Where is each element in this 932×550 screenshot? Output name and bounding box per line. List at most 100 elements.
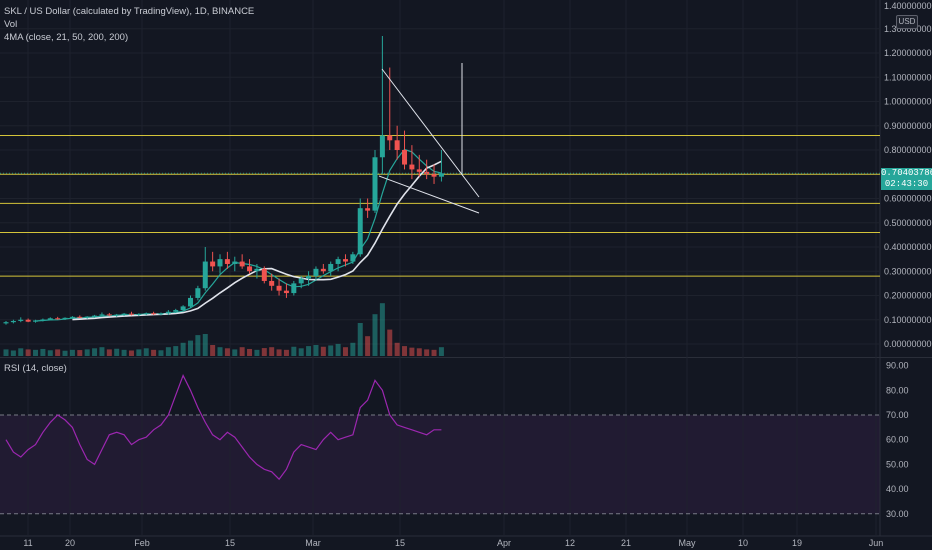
- ma-legend[interactable]: 4MA (close, 21, 50, 200, 200): [4, 32, 129, 43]
- volume-bar: [320, 346, 326, 356]
- volume-bar: [40, 348, 46, 356]
- symbol-legend[interactable]: SKL / US Dollar (calculated by TradingVi…: [4, 6, 255, 17]
- volume-bar: [25, 349, 31, 356]
- volume-bar: [394, 342, 400, 356]
- volume-bar: [342, 347, 348, 356]
- rsi-legend[interactable]: RSI (14, close): [4, 363, 67, 374]
- volume-bar: [239, 347, 245, 356]
- candle-body: [99, 314, 105, 316]
- currency-badge[interactable]: USD: [896, 15, 918, 29]
- candle-body: [431, 174, 437, 177]
- volume-bar: [335, 343, 341, 356]
- volume-bar: [217, 347, 223, 356]
- volume-bar: [62, 350, 68, 356]
- candle-body: [3, 322, 9, 324]
- candle-body: [173, 310, 179, 312]
- volume-bar: [151, 349, 157, 356]
- ma-21-line: [35, 148, 442, 322]
- candle-body: [394, 140, 400, 150]
- candle-body: [25, 319, 31, 322]
- time-tick-label: 21: [621, 538, 631, 548]
- volume-bar: [365, 336, 371, 356]
- time-tick-label: 15: [395, 538, 405, 548]
- volume-bar: [210, 345, 216, 356]
- volume-bar: [47, 350, 53, 356]
- time-tick-label: 15: [225, 538, 235, 548]
- current-price-label: 0.70403786 02:43:30: [881, 168, 932, 190]
- volume-bar: [409, 347, 415, 356]
- candle-body: [409, 164, 415, 170]
- volume-bar: [276, 349, 282, 356]
- volume-bar: [128, 350, 134, 356]
- candle-body: [217, 259, 223, 267]
- bar-countdown: 02:43:30: [884, 179, 929, 189]
- rsi-tick-label: 60.00: [886, 435, 909, 445]
- time-tick-label: 20: [65, 538, 75, 548]
- candle-body: [40, 319, 46, 321]
- volume-bar: [424, 349, 430, 356]
- volume-bar: [195, 335, 201, 356]
- current-price-value: 0.70403786: [881, 168, 932, 178]
- time-tick-label: 12: [565, 538, 575, 548]
- time-tick-label: Mar: [305, 538, 321, 548]
- candle-body: [158, 313, 164, 315]
- price-tick-label: 0.60000000: [884, 194, 932, 204]
- volume-bar: [254, 349, 260, 356]
- rsi-line: [5, 374, 442, 481]
- volume-bar: [69, 349, 75, 356]
- candle-body: [165, 311, 171, 314]
- candle-body: [283, 290, 289, 294]
- volume-bar: [372, 314, 378, 356]
- rsi-tick-label: 30.00: [886, 509, 909, 519]
- volume-bar: [379, 303, 385, 356]
- candle-body: [232, 261, 238, 264]
- candle-body: [128, 313, 134, 315]
- volume-bar: [10, 350, 16, 356]
- candle-body: [114, 314, 120, 316]
- candle-body: [210, 261, 216, 267]
- price-tick-label: 1.10000000: [884, 72, 932, 82]
- volume-bar: [136, 349, 142, 356]
- volume-bar: [283, 349, 289, 356]
- candle-body: [350, 254, 356, 262]
- volume-bar: [33, 349, 39, 356]
- candle-body: [320, 268, 326, 272]
- volume-bar: [114, 348, 120, 356]
- time-tick-label: 11: [23, 538, 32, 548]
- price-tick-label: 1.00000000: [884, 97, 932, 107]
- candle-body: [151, 313, 157, 315]
- candle-body: [379, 135, 385, 158]
- volume-bar: [224, 348, 230, 356]
- volume-bar: [106, 349, 112, 356]
- candle-body: [18, 319, 24, 321]
- volume-bar: [77, 350, 83, 356]
- volume-bar: [357, 323, 363, 356]
- candle-body: [10, 320, 16, 323]
- candle-body: [372, 157, 378, 211]
- candle-body: [136, 313, 142, 315]
- volume-bar: [261, 348, 267, 356]
- volume-bar: [291, 346, 297, 356]
- volume-legend[interactable]: Vol: [4, 19, 18, 30]
- volume-bar: [180, 342, 186, 356]
- candle-body: [224, 259, 230, 264]
- candle-body: [291, 283, 297, 294]
- candle-body: [143, 313, 149, 315]
- candle-body: [416, 169, 422, 172]
- volume-bar: [143, 348, 149, 356]
- candle-body: [69, 316, 75, 318]
- price-tick-label: 0.20000000: [884, 291, 932, 301]
- volume-bar: [202, 334, 208, 356]
- volume-bar: [431, 349, 437, 356]
- candle-body: [92, 315, 98, 317]
- price-tick-label: 0.00000000: [884, 339, 932, 349]
- candle-body: [121, 313, 127, 315]
- candle-body: [276, 285, 282, 291]
- volume-bar: [158, 350, 164, 356]
- time-tick-label: Apr: [497, 538, 511, 548]
- candle-body: [313, 268, 319, 277]
- candle-body: [195, 288, 201, 298]
- volume-bar: [18, 348, 24, 356]
- candle-body: [62, 317, 68, 319]
